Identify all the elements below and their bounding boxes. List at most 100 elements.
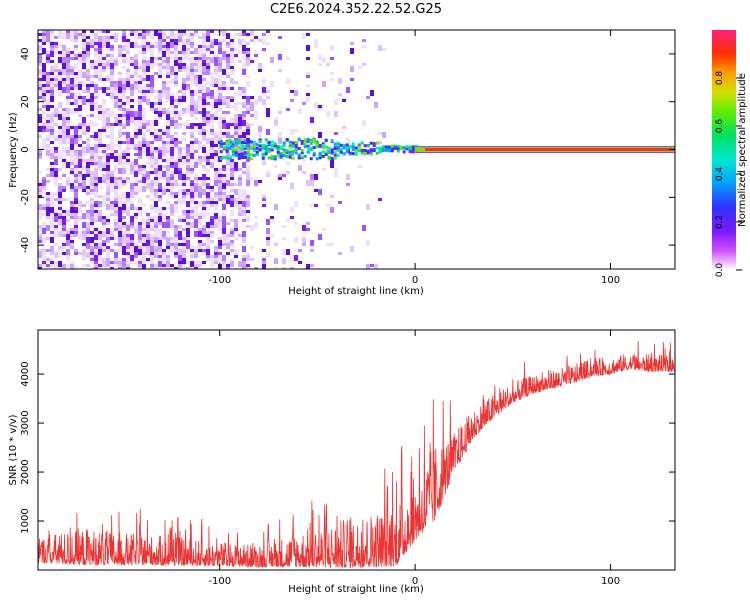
heatmap-cell	[54, 159, 58, 165]
heatmap-cell	[242, 132, 246, 138]
heatmap-cell	[206, 177, 210, 180]
signal-band-cell	[354, 146, 358, 150]
heatmap-cell	[250, 144, 254, 147]
heatmap-cell	[178, 99, 182, 102]
heatmap-cell	[134, 231, 138, 234]
heatmap-cell	[126, 243, 130, 249]
heatmap-cell	[62, 129, 66, 135]
signal-band-cell	[267, 147, 271, 151]
heatmap-cell	[374, 102, 378, 108]
heatmap-cell	[194, 117, 198, 120]
signal-band-cell	[219, 150, 223, 154]
signal-band-cell	[411, 145, 415, 149]
heatmap-cell	[94, 51, 98, 57]
heatmap-cell	[186, 48, 190, 51]
heatmap-cell	[122, 45, 126, 51]
heatmap-cell	[54, 81, 58, 84]
heatmap-cell	[186, 225, 190, 228]
heatmap-cell	[122, 249, 126, 255]
heatmap-cell	[198, 177, 202, 180]
heatmap-cell	[278, 54, 282, 60]
signal-band-cell	[270, 144, 274, 148]
heatmap-cell	[334, 132, 338, 135]
heatmap-cell	[78, 54, 82, 57]
heatmap-cell	[378, 141, 382, 144]
heatmap-cell	[198, 222, 202, 225]
heatmap-cell	[106, 240, 110, 243]
heatmap-cell	[46, 264, 50, 267]
heatmap-cell	[202, 105, 206, 108]
heatmap-cell	[202, 87, 206, 90]
heatmap-cell	[178, 183, 182, 186]
heatmap-cell	[118, 234, 122, 237]
heatmap-cell	[226, 33, 230, 39]
heatmap-cell	[198, 156, 202, 159]
heatmap-cell	[54, 177, 58, 180]
heatmap-cell	[62, 87, 66, 93]
heatmap-cell	[150, 102, 154, 108]
heatmap-cell	[194, 213, 198, 219]
heatmap-cell	[106, 261, 110, 267]
heatmap-cell	[242, 237, 246, 243]
heatmap-cell	[290, 207, 294, 213]
heatmap-cell	[42, 261, 46, 264]
heatmap-cell	[122, 153, 126, 156]
heatmap-cell	[58, 135, 62, 138]
heatmap-cell	[362, 120, 366, 126]
heatmap-cell	[46, 258, 50, 261]
heatmap-cell	[306, 75, 310, 78]
heatmap-cell	[94, 48, 98, 51]
signal-band-cell	[225, 144, 229, 148]
heatmap-cell	[242, 63, 246, 69]
heatmap-cell	[266, 90, 270, 93]
heatmap-cell	[74, 180, 78, 183]
heatmap-cell	[166, 48, 170, 51]
heatmap-cell	[186, 126, 190, 129]
signal-band-cell	[369, 148, 373, 152]
heatmap-cell	[246, 138, 250, 144]
heatmap-cell	[86, 264, 90, 267]
heatmap-cell	[282, 237, 286, 240]
heatmap-cell	[74, 231, 78, 234]
heatmap-cell	[302, 243, 306, 246]
heatmap-cell	[314, 189, 318, 192]
heatmap-cell	[98, 234, 102, 240]
heatmap-cell	[122, 111, 126, 114]
heatmap-cell	[238, 117, 242, 123]
heatmap-cell	[78, 129, 82, 132]
heatmap-cell	[174, 141, 178, 147]
heatmap-cell	[238, 144, 242, 147]
heatmap-cell	[50, 246, 54, 252]
heatmap-cell	[254, 267, 258, 269]
heatmap-cell	[126, 264, 130, 269]
signal-band-cell	[225, 149, 229, 153]
heatmap-cell	[194, 252, 198, 258]
heatmap-cell	[262, 249, 266, 252]
heatmap-cell	[142, 135, 146, 138]
heatmap-cell	[106, 63, 110, 66]
heatmap-cell	[198, 159, 202, 165]
x-tick-label: 100	[601, 275, 620, 286]
heatmap-cell	[306, 84, 310, 87]
heatmap-cell	[278, 132, 282, 138]
heatmap-cell	[234, 132, 238, 135]
heatmap-cell	[158, 117, 162, 120]
signal-band-cell	[237, 153, 241, 157]
heatmap-cell	[186, 171, 190, 177]
heatmap-cell	[66, 84, 70, 90]
heatmap-cell	[122, 258, 126, 261]
heatmap-cell	[90, 123, 94, 126]
heatmap-cell	[210, 162, 214, 168]
heatmap-cell	[78, 135, 82, 138]
heatmap-cell	[78, 126, 82, 129]
heatmap-cell	[114, 144, 118, 147]
heatmap-cell	[210, 186, 214, 189]
heatmap-cell	[170, 207, 174, 213]
heatmap-cell	[182, 33, 186, 36]
heatmap-cell	[306, 93, 310, 96]
heatmap-cell	[146, 66, 150, 72]
heatmap-cell	[150, 144, 154, 150]
heatmap-cell	[130, 90, 134, 96]
signal-band-cell	[261, 156, 265, 160]
signal-band-cell	[228, 146, 232, 150]
